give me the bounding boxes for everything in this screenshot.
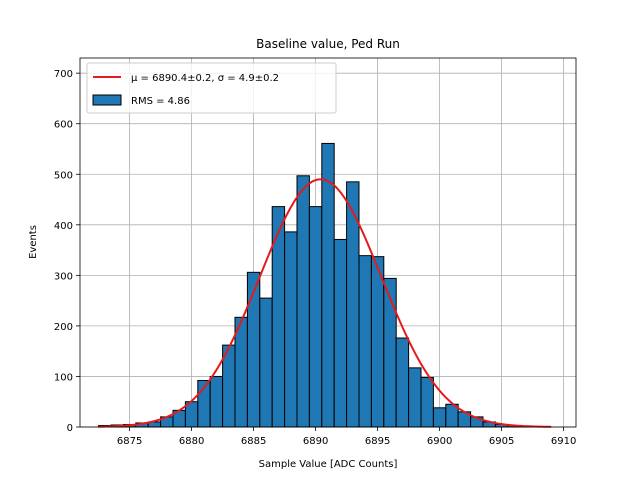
histogram-bar xyxy=(395,337,410,428)
x-tick-label: 6895 xyxy=(365,436,390,447)
fit-curve-layer xyxy=(98,178,552,428)
histogram-bar xyxy=(308,206,323,428)
y-tick-label: 500 xyxy=(54,170,73,181)
y-tick-label: 0 xyxy=(67,423,73,434)
legend-histogram-swatch xyxy=(92,94,122,106)
x-tick-label: 6890 xyxy=(303,436,328,447)
histogram-bar xyxy=(234,316,248,428)
legend-fit-label: μ = 6890.4±0.2, σ = 4.9±0.2 xyxy=(131,73,279,84)
gaussian-fit-curve xyxy=(98,178,552,428)
y-tick-label: 100 xyxy=(54,372,73,383)
legend: μ = 6890.4±0.2, σ = 4.9±0.2 RMS = 4.86 xyxy=(86,62,337,114)
y-axis-title: Events xyxy=(28,225,39,259)
histogram-bar xyxy=(296,175,310,428)
plot-frame xyxy=(79,57,577,428)
y-axis-ticks: 0 100 200 300 400 500 600 700 xyxy=(54,69,80,434)
x-tick-label: 6885 xyxy=(241,436,266,447)
histogram-bar xyxy=(209,375,224,428)
x-tick-label: 6900 xyxy=(427,436,452,447)
histogram-bar xyxy=(259,297,273,428)
x-axis-title: Sample Value [ADC Counts] xyxy=(259,459,398,470)
y-tick-label: 600 xyxy=(54,120,73,131)
histogram-bar xyxy=(246,271,261,428)
y-tick-label: 400 xyxy=(54,221,73,232)
x-tick-label: 6880 xyxy=(179,436,204,447)
legend-box xyxy=(86,62,337,114)
histogram-bar xyxy=(408,367,422,428)
histogram-bar xyxy=(370,256,385,428)
y-tick-label: 200 xyxy=(54,322,73,333)
x-tick-label: 6875 xyxy=(117,436,142,447)
legend-histogram-label: RMS = 4.86 xyxy=(131,96,190,107)
histogram-bars xyxy=(98,142,534,428)
x-axis-ticks: 6875 6880 6885 6890 6895 6900 6905 6910 xyxy=(117,427,576,447)
x-tick-label: 6905 xyxy=(489,436,514,447)
histogram-bar xyxy=(321,142,335,428)
histogram-bar xyxy=(284,231,298,428)
histogram-bar xyxy=(420,376,434,428)
chart-title: Baseline value, Ped Run xyxy=(256,37,400,51)
x-tick-label: 6910 xyxy=(551,436,576,447)
histogram-bar xyxy=(432,407,447,428)
histogram-bar xyxy=(358,255,372,428)
y-tick-label: 700 xyxy=(54,69,73,80)
y-tick-label: 300 xyxy=(54,271,73,282)
histogram-bar xyxy=(333,238,348,428)
